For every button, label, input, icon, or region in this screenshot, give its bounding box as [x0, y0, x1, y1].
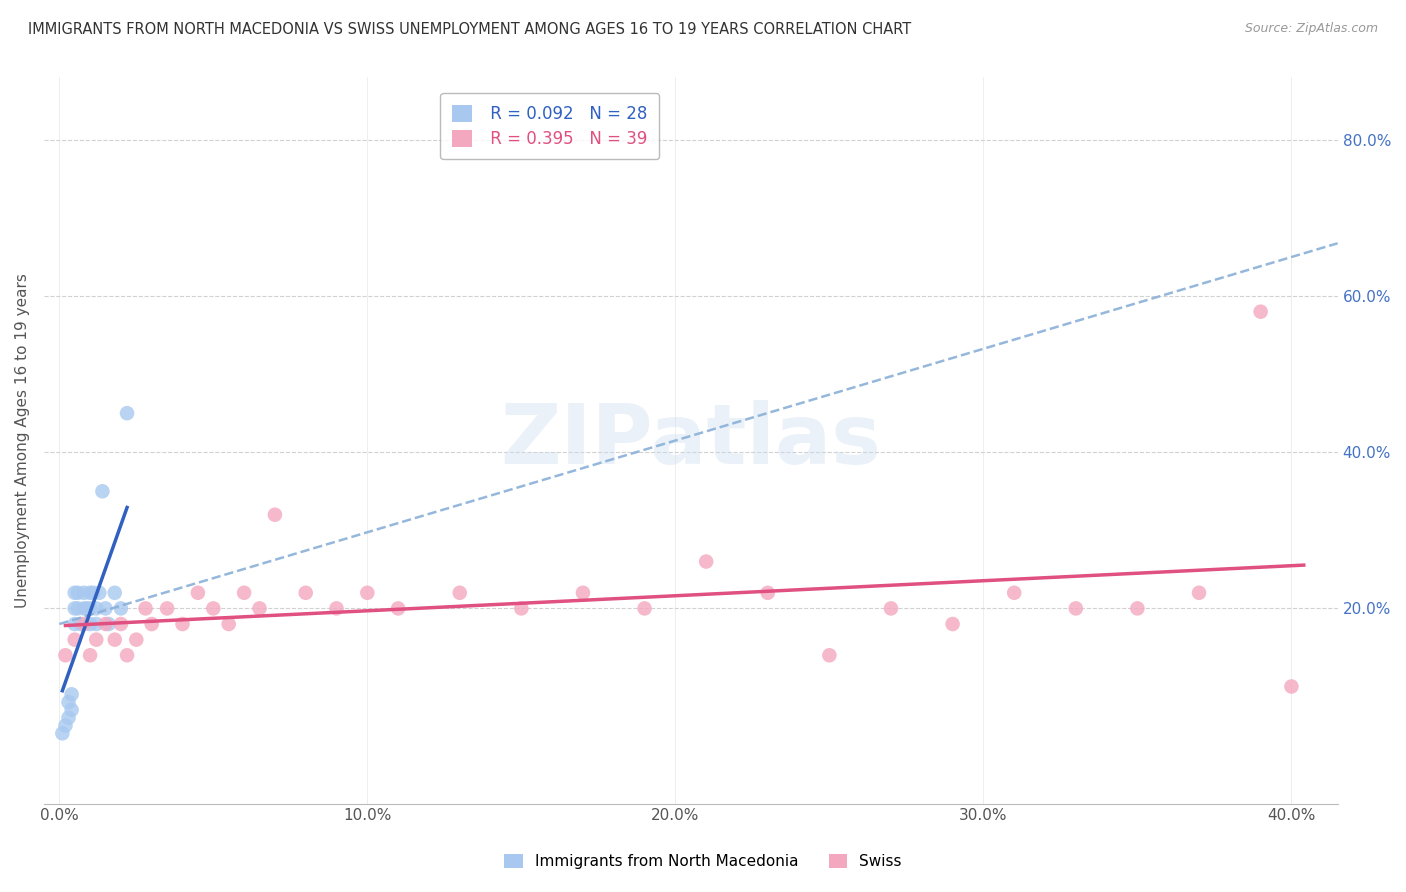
Y-axis label: Unemployment Among Ages 16 to 19 years: Unemployment Among Ages 16 to 19 years — [15, 273, 30, 608]
Point — [264, 508, 287, 522]
Point — [104, 632, 127, 647]
Point — [880, 601, 903, 615]
Point — [818, 648, 841, 663]
Point — [63, 617, 86, 632]
Text: Source: ZipAtlas.com: Source: ZipAtlas.com — [1244, 22, 1378, 36]
Point — [633, 601, 655, 615]
Point — [94, 617, 117, 632]
Point — [325, 601, 347, 615]
Point — [202, 601, 225, 615]
Point — [187, 586, 209, 600]
Point — [58, 695, 80, 709]
Point — [79, 617, 101, 632]
Point — [55, 648, 77, 663]
Point — [60, 703, 83, 717]
Point — [110, 617, 132, 632]
Point — [1281, 680, 1303, 694]
Point — [449, 586, 471, 600]
Text: ZIPatlas: ZIPatlas — [501, 400, 882, 481]
Point — [1250, 304, 1272, 318]
Point — [572, 586, 595, 600]
Point — [125, 632, 148, 647]
Point — [387, 601, 409, 615]
Point — [115, 406, 138, 420]
Point — [73, 586, 96, 600]
Point — [66, 601, 89, 615]
Point — [79, 601, 101, 615]
Point — [1002, 586, 1025, 600]
Point — [89, 586, 111, 600]
Point — [70, 617, 93, 632]
Point — [1064, 601, 1087, 615]
Point — [63, 586, 86, 600]
Text: IMMIGRANTS FROM NORTH MACEDONIA VS SWISS UNEMPLOYMENT AMONG AGES 16 TO 19 YEARS : IMMIGRANTS FROM NORTH MACEDONIA VS SWISS… — [28, 22, 911, 37]
Legend: Immigrants from North Macedonia, Swiss: Immigrants from North Macedonia, Swiss — [498, 848, 908, 875]
Point — [115, 648, 138, 663]
Point — [66, 586, 89, 600]
Point — [51, 726, 73, 740]
Point — [84, 632, 107, 647]
Point — [91, 484, 114, 499]
Point — [63, 632, 86, 647]
Point — [76, 601, 98, 615]
Point — [942, 617, 965, 632]
Point — [82, 586, 104, 600]
Point — [356, 586, 378, 600]
Point — [55, 718, 77, 732]
Point — [97, 617, 120, 632]
Point — [249, 601, 271, 615]
Point — [172, 617, 194, 632]
Point — [84, 617, 107, 632]
Point — [63, 601, 86, 615]
Point — [135, 601, 157, 615]
Point — [73, 601, 96, 615]
Point — [510, 601, 533, 615]
Point — [218, 617, 240, 632]
Point — [1188, 586, 1211, 600]
Point — [141, 617, 163, 632]
Point — [156, 601, 179, 615]
Point — [110, 601, 132, 615]
Point — [695, 555, 717, 569]
Point — [79, 586, 101, 600]
Point — [94, 601, 117, 615]
Point — [79, 648, 101, 663]
Point — [73, 617, 96, 632]
Point — [756, 586, 779, 600]
Point — [84, 601, 107, 615]
Point — [294, 586, 316, 600]
Point — [60, 687, 83, 701]
Point — [58, 711, 80, 725]
Point — [233, 586, 256, 600]
Point — [1126, 601, 1149, 615]
Point — [104, 586, 127, 600]
Legend:  R = 0.092   N = 28,  R = 0.395   N = 39: R = 0.092 N = 28, R = 0.395 N = 39 — [440, 93, 659, 160]
